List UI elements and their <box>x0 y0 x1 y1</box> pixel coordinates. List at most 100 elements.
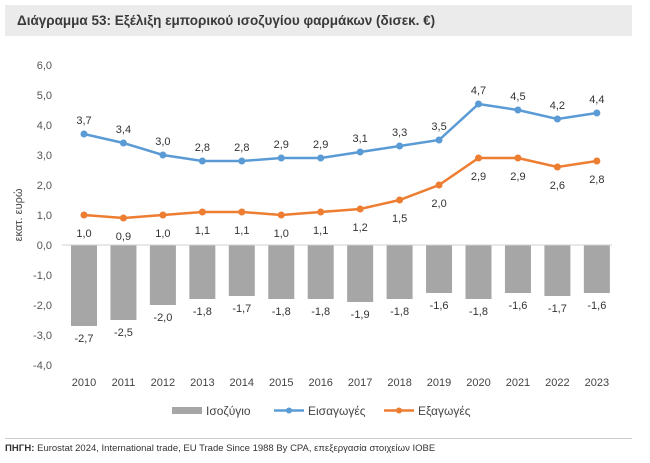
divider <box>5 438 632 439</box>
point-imports <box>159 151 167 159</box>
data-label-imports: 4,4 <box>589 94 604 106</box>
point-imports <box>317 154 325 162</box>
point-exports <box>277 211 285 219</box>
data-label-balance: -1,9 <box>351 309 370 321</box>
point-imports <box>396 142 404 150</box>
data-label-exports: 2,9 <box>510 171 525 183</box>
legend-label: Εισαγωγές <box>308 404 366 418</box>
data-label-imports: 2,9 <box>274 139 289 151</box>
bar-balance <box>544 245 571 296</box>
line-exports <box>83 156 598 220</box>
legend-marker <box>286 407 292 414</box>
x-tick-label: 2010 <box>72 377 96 389</box>
y-tick-label: 3,0 <box>37 150 52 162</box>
y-tick-label: -2,0 <box>33 300 52 312</box>
data-label-imports: 2,8 <box>234 142 249 154</box>
bar-balance <box>149 245 176 305</box>
point-exports <box>119 214 127 222</box>
point-imports <box>238 157 246 165</box>
data-label-exports: 2,0 <box>431 198 446 210</box>
data-label-balance: -1,7 <box>232 303 251 315</box>
x-tick-label: 2022 <box>545 377 569 389</box>
data-label-exports: 1,0 <box>274 228 289 240</box>
data-label-exports: 1,0 <box>155 228 170 240</box>
legend-label: Ισοζύγιο <box>206 404 251 418</box>
data-label-exports: 1,0 <box>76 228 91 240</box>
data-label-balance: -1,7 <box>548 303 567 315</box>
bar-balance <box>426 245 453 293</box>
y-tick-label: -4,0 <box>33 360 52 372</box>
legend-swatch-balance <box>172 407 202 414</box>
bar-balance <box>465 245 492 299</box>
x-tick-label: 2023 <box>585 377 609 389</box>
data-label-imports: 4,5 <box>510 91 525 103</box>
point-exports <box>593 157 601 165</box>
x-tick-label: 2014 <box>230 377 254 389</box>
point-imports <box>119 139 127 147</box>
point-imports <box>277 154 285 162</box>
data-label-balance: -2,7 <box>75 333 94 345</box>
y-tick-label: 1,0 <box>37 210 52 222</box>
x-tick-label: 2020 <box>466 377 490 389</box>
x-tick-label: 2019 <box>427 377 451 389</box>
y-tick-label: -3,0 <box>33 330 52 342</box>
point-exports <box>553 163 561 171</box>
bar-balance <box>583 245 610 293</box>
line-imports <box>83 102 598 163</box>
data-label-exports: 1,5 <box>392 213 407 225</box>
data-label-balance: -1,6 <box>430 300 449 312</box>
data-label-balance: -1,6 <box>508 300 527 312</box>
point-exports <box>514 154 522 162</box>
data-label-imports: 4,7 <box>471 85 486 97</box>
bar-balance <box>71 245 97 326</box>
data-label-imports: 3,4 <box>116 124 131 136</box>
legend-marker <box>396 407 402 414</box>
chart-title: Διάγραμμα 53: Εξέλιξη εμπορικού ισοζυγίο… <box>17 13 436 28</box>
data-label-exports: 1,1 <box>234 225 249 237</box>
source-note: ΠΗΓΗ: Eurostat 2024, International trade… <box>5 443 435 454</box>
bar-balance <box>268 245 295 299</box>
data-label-imports: 3,5 <box>431 121 446 133</box>
point-imports <box>475 100 482 108</box>
point-imports <box>80 130 88 138</box>
data-label-imports: 3,7 <box>76 115 91 127</box>
y-tick-label: 4,0 <box>37 120 52 132</box>
point-exports <box>317 208 325 216</box>
x-tick-label: 2013 <box>190 377 214 389</box>
legend-label: Εξαγωγές <box>418 404 471 418</box>
data-label-imports: 3,3 <box>392 127 407 139</box>
point-exports <box>198 208 206 216</box>
x-tick-label: 2016 <box>308 377 332 389</box>
point-imports <box>435 136 443 144</box>
x-tick-label: 2017 <box>348 377 372 389</box>
point-exports <box>238 208 246 216</box>
y-tick-label: 5,0 <box>37 90 52 102</box>
bar-balance <box>386 245 413 299</box>
data-label-balance: -1,8 <box>390 306 409 318</box>
y-tick-label: 6,0 <box>37 60 52 72</box>
data-label-balance: -1,6 <box>587 300 606 312</box>
y-axis-label: εκατ. ευρώ <box>13 188 25 241</box>
bar-balance <box>189 245 216 299</box>
point-imports <box>553 115 561 123</box>
data-label-imports: 3,1 <box>353 133 368 145</box>
bar-balance <box>228 245 255 296</box>
data-label-exports: 1,1 <box>195 225 210 237</box>
data-label-balance: -1,8 <box>272 306 291 318</box>
data-label-exports: 1,2 <box>353 222 368 234</box>
data-label-exports: 0,9 <box>116 231 131 243</box>
source-label: ΠΗΓΗ: <box>5 443 35 454</box>
bar-balance <box>347 245 374 302</box>
point-imports <box>514 106 522 114</box>
data-label-exports: 2,6 <box>550 180 565 192</box>
data-label-balance: -1,8 <box>193 306 212 318</box>
point-exports <box>159 211 167 219</box>
data-label-imports: 2,9 <box>313 139 328 151</box>
x-tick-label: 2015 <box>269 377 293 389</box>
y-tick-label: 0,0 <box>37 240 52 252</box>
data-label-balance: -2,5 <box>114 327 133 339</box>
data-label-exports: 1,1 <box>313 225 328 237</box>
x-tick-label: 2011 <box>112 377 136 389</box>
title-bar: Διάγραμμα 53: Εξέλιξη εμπορικού ισοζυγίο… <box>5 5 632 36</box>
